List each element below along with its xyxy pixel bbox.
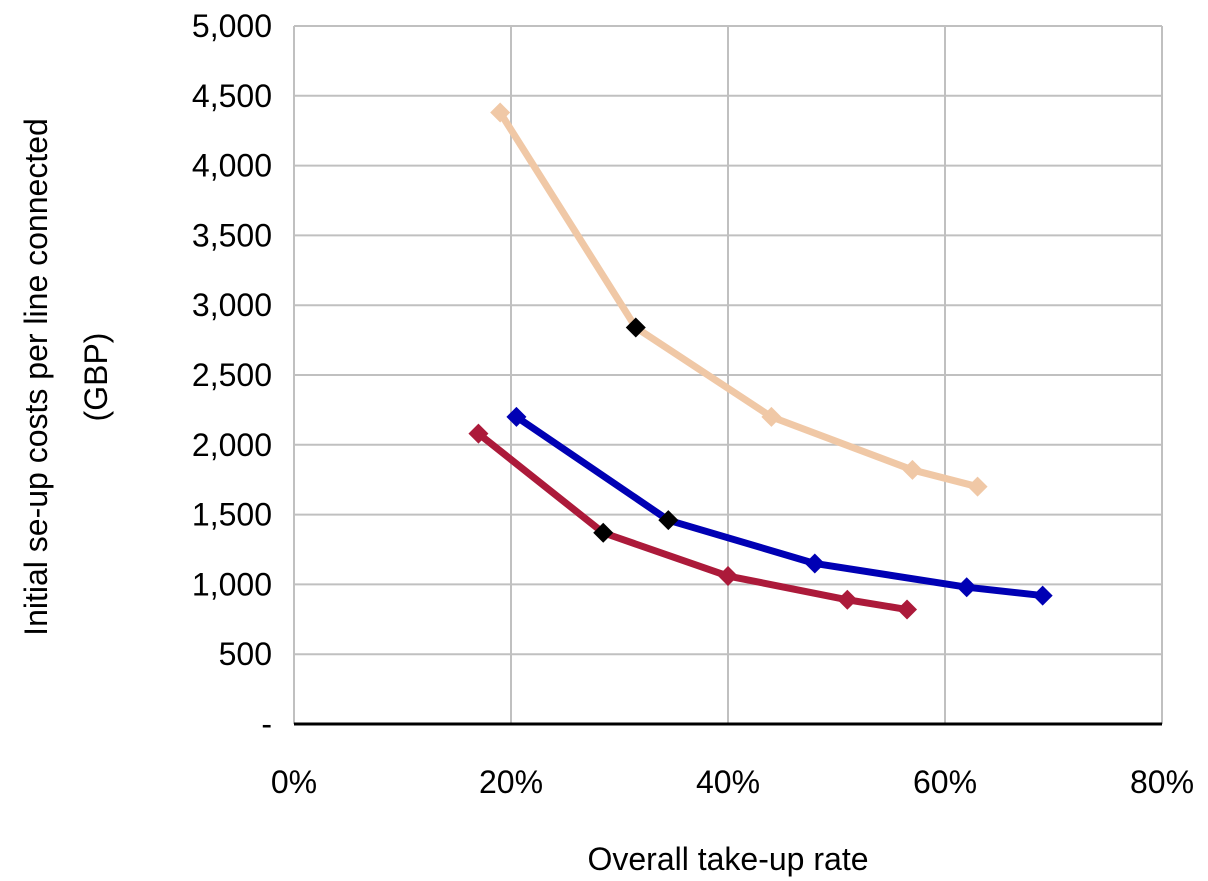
y-tick-label-9: 4,500 [192, 78, 272, 114]
x-tick-label-3: 60% [913, 764, 977, 800]
y-tick-label-4: 2,000 [192, 427, 272, 463]
y-tick-label-6: 3,000 [192, 287, 272, 323]
series-layer [468, 102, 1053, 620]
grid-lines [293, 25, 1163, 724]
series-0-point-1 [625, 317, 646, 338]
series-2-line [474, 430, 911, 614]
y-tick-label-8: 4,000 [192, 148, 272, 184]
series-1 [506, 406, 1053, 606]
series-1-line [512, 413, 1047, 600]
x-tick-label-4: 80% [1130, 764, 1194, 800]
x-tick-label-1: 20% [479, 764, 543, 800]
y-tick-label-5: 2,500 [192, 357, 272, 393]
series-1-point-2 [804, 553, 825, 574]
series-2 [468, 423, 918, 620]
series-2-point-4 [897, 599, 918, 620]
series-2-point-3 [837, 589, 858, 610]
y-tick-label-3: 1,500 [192, 497, 272, 533]
y-tick-label-0: - [261, 706, 272, 742]
series-0-line [496, 109, 982, 491]
x-axis-title: Overall take-up rate [587, 841, 868, 877]
y-tick-label-1: 500 [219, 636, 272, 672]
series-0-point-3 [902, 459, 923, 480]
y-axis-title-line-2: (GBP) [78, 333, 114, 422]
series-2-point-0 [468, 423, 489, 444]
series-0-point-4 [967, 476, 988, 497]
series-1-point-1 [658, 510, 679, 531]
series-1-point-0 [506, 406, 527, 427]
series-1-point-3 [956, 577, 977, 598]
y-tick-label-7: 3,500 [192, 217, 272, 253]
y-tick-label-10: 5,000 [192, 8, 272, 44]
series-1-point-4 [1032, 585, 1053, 606]
series-2-point-1 [593, 522, 614, 543]
series-0-point-0 [490, 102, 511, 123]
x-tick-label-0: 0% [271, 764, 317, 800]
y-axis-title-line-1: Initial se-up costs per line connected [18, 118, 54, 636]
x-tick-label-2: 40% [696, 764, 760, 800]
series-2-point-2 [718, 566, 738, 587]
series-0 [490, 102, 988, 497]
series-0-point-2 [761, 406, 782, 427]
tick-labels: - 500 1,000 1,500 2,000 2,500 3,000 3,500 4,000 4… [192, 8, 1194, 800]
y-tick-label-2: 1,000 [192, 566, 272, 602]
